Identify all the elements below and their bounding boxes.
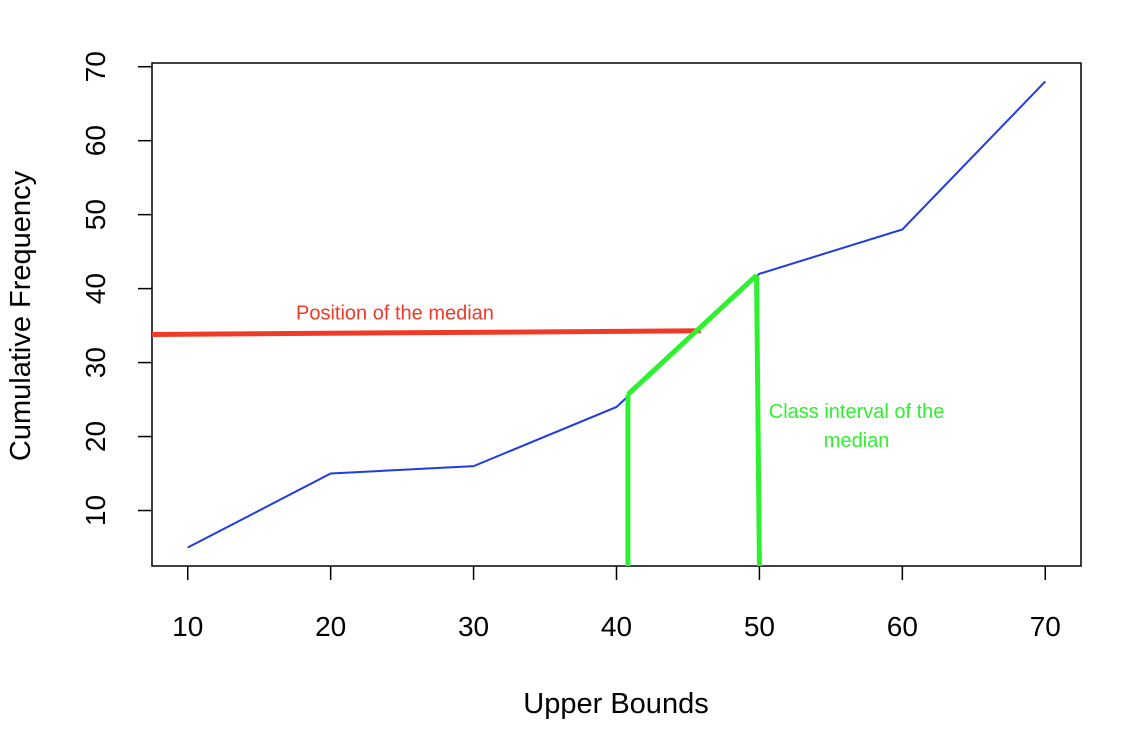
y-tick-label: 10 — [80, 495, 111, 526]
y-tick-label: 70 — [80, 51, 111, 82]
y-tick-label: 50 — [80, 199, 111, 230]
median-class-label: Class interval of the — [769, 401, 945, 423]
y-axis-title: Cumulative Frequency — [5, 170, 37, 461]
median-class-label: median — [824, 430, 890, 452]
y-tick-label: 30 — [80, 347, 111, 378]
y-tick-label: 60 — [80, 125, 111, 156]
median-class-segment — [754, 275, 762, 567]
x-axis-title: Upper Bounds — [523, 688, 708, 720]
x-tick-label: 50 — [744, 611, 775, 642]
y-tick-label: 40 — [80, 273, 111, 304]
x-tick-label: 10 — [172, 611, 203, 642]
x-tick-label: 70 — [1030, 611, 1061, 642]
x-tick-label: 30 — [458, 611, 489, 642]
median-position-label: Position of the median — [296, 303, 494, 325]
median-position-line — [151, 328, 701, 337]
median-class-segment — [626, 273, 759, 397]
x-tick-label: 40 — [601, 611, 632, 642]
y-tick-label: 20 — [80, 421, 111, 452]
plot-frame — [151, 62, 1082, 567]
x-tick-label: 20 — [315, 611, 346, 642]
x-tick-label: 60 — [887, 611, 918, 642]
